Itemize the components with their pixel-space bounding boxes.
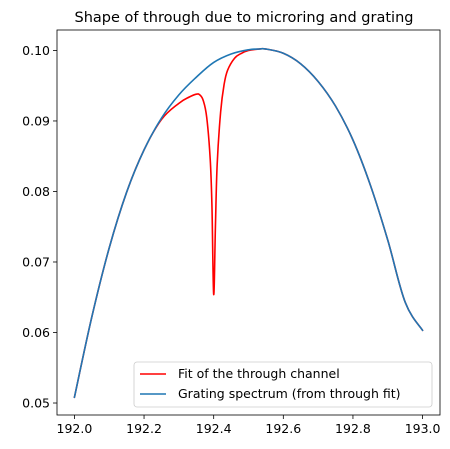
y-tick-label: 0.05 (22, 396, 50, 411)
y-tick-label: 0.10 (22, 43, 50, 58)
x-tick-label: 193.0 (405, 421, 441, 436)
legend-label-grating-spectrum: Grating spectrum (from through fit) (178, 386, 401, 401)
x-tick-label: 192.4 (196, 421, 232, 436)
plot-area (57, 30, 440, 415)
y-tick-label: 0.07 (22, 254, 50, 269)
series-layer (73, 47, 424, 399)
x-tick-label: 192.2 (126, 421, 162, 436)
x-tick-label: 192.8 (335, 421, 371, 436)
x-tick-label: 192.0 (57, 421, 93, 436)
legend-label-fit-of-the-through-channel: Fit of the through channel (178, 366, 340, 381)
y-tick-label: 0.06 (22, 325, 50, 340)
plot-frame (56, 29, 441, 416)
y-tick-label: 0.08 (22, 184, 50, 199)
x-tick-label: 192.6 (265, 421, 301, 436)
y-tick-label: 0.09 (22, 113, 50, 128)
x-axis: 192.0 192.2 192.4 192.6 192.8 193.0 (57, 415, 441, 436)
y-axis: 0.05 0.06 0.07 0.08 0.09 0.10 (22, 43, 57, 411)
legend: Fit of the through channel Grating spect… (133, 361, 433, 408)
series-line-grating-spectrum-from-through-fit (73, 47, 424, 399)
chart-title: Shape of through due to microring and gr… (75, 10, 414, 26)
legend-box (133, 361, 433, 408)
